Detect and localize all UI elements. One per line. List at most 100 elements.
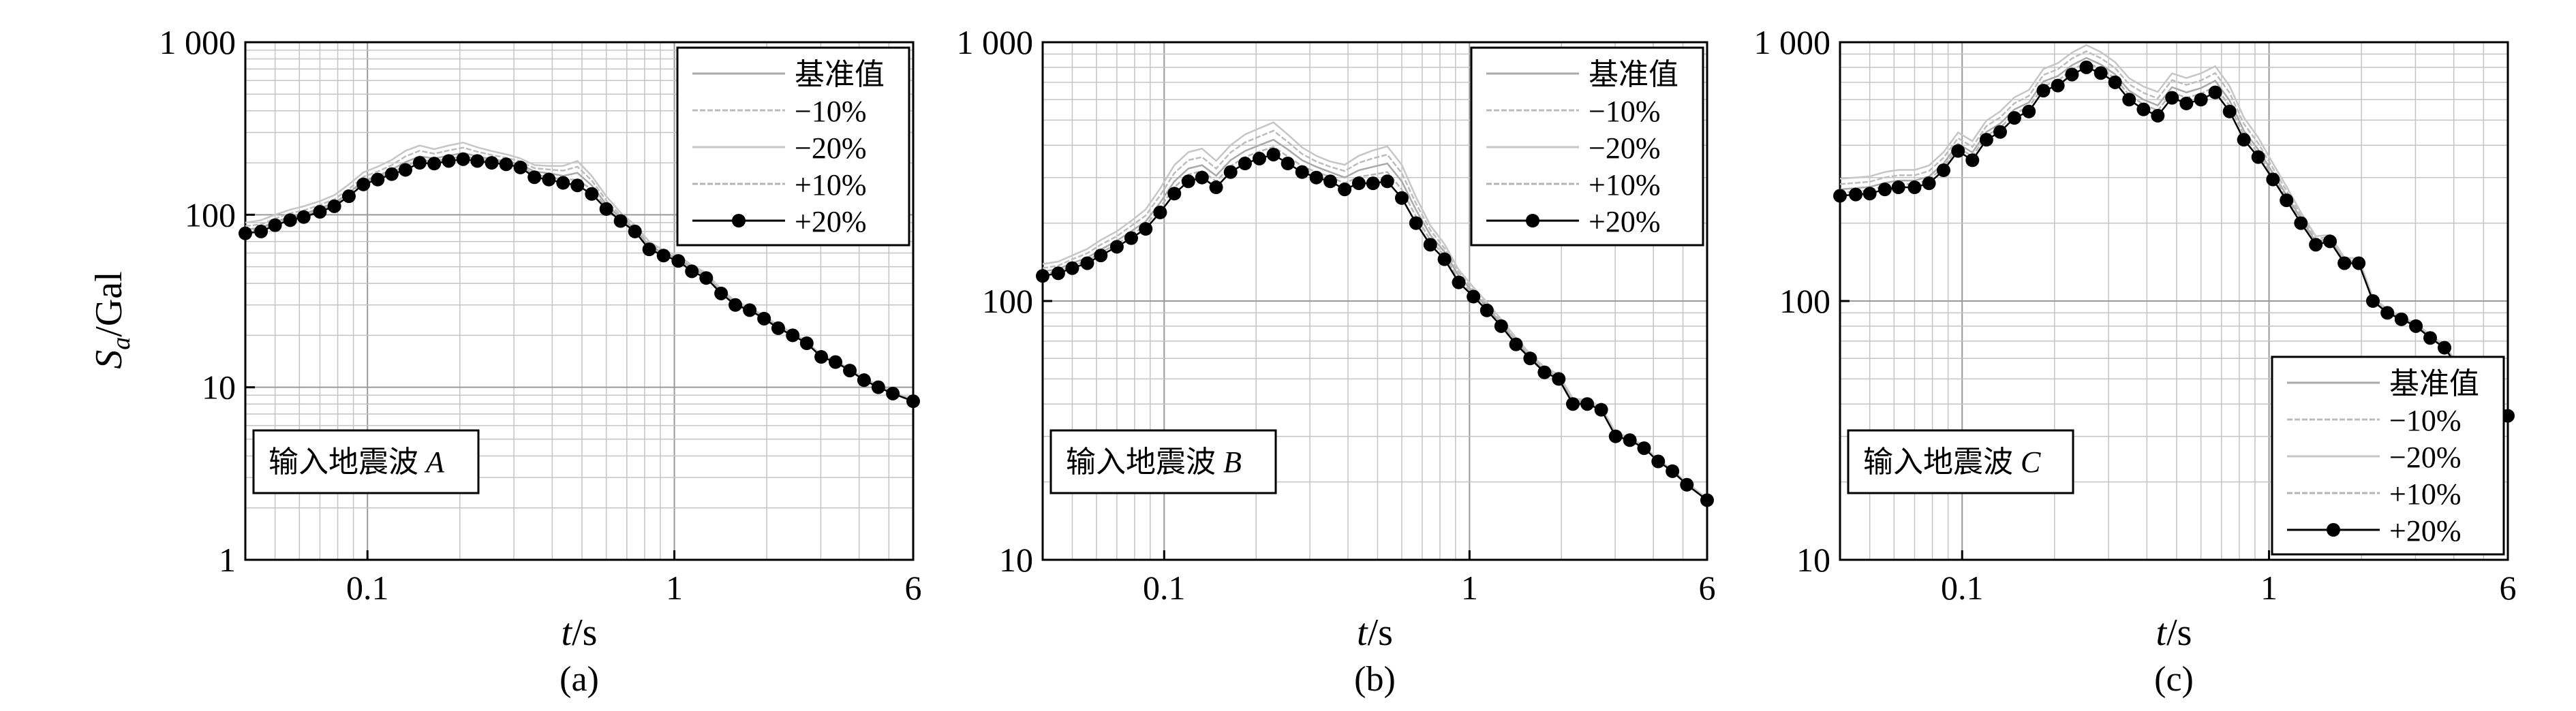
data-point	[1338, 183, 1352, 197]
x-axis-title-var: t	[1357, 612, 1368, 654]
data-point	[398, 163, 412, 177]
data-point	[527, 170, 542, 185]
legend-label: 基准值	[2389, 367, 2479, 400]
legend-label: +10%	[795, 168, 866, 202]
data-point	[1666, 464, 1680, 478]
data-point	[456, 152, 470, 166]
data-point	[1351, 176, 1366, 191]
legend-label: +20%	[2389, 514, 2461, 548]
data-point	[283, 213, 297, 227]
x-tick-label: 6	[1699, 569, 1716, 607]
data-point	[1979, 133, 1993, 147]
data-point	[542, 172, 556, 187]
legend-marker	[732, 214, 746, 227]
data-point	[2352, 256, 2366, 270]
data-point	[2036, 84, 2051, 98]
wave-label: 输入地震波 C	[1847, 429, 2074, 494]
data-point	[2022, 104, 2036, 118]
data-point	[1922, 176, 1936, 191]
data-point	[1109, 240, 1124, 254]
data-point	[341, 189, 356, 204]
y-axis-title-sub: a	[107, 337, 136, 350]
legend-marker	[2327, 523, 2340, 537]
data-point	[2007, 111, 2021, 125]
y-axis-title-unit: /Gal	[88, 271, 130, 336]
data-point	[1951, 144, 1965, 158]
data-point	[2051, 78, 2065, 93]
data-point	[585, 187, 599, 201]
x-tick-label: 1	[2260, 569, 2278, 607]
legend-label: +10%	[2389, 477, 2461, 511]
data-point	[296, 210, 311, 224]
data-point	[757, 311, 771, 326]
x-tick-label: 6	[2500, 569, 2517, 607]
data-point	[1252, 151, 1266, 165]
data-point	[1509, 337, 1523, 351]
legend-label: −10%	[795, 95, 866, 128]
data-point	[1065, 261, 1079, 275]
data-point	[2079, 60, 2094, 74]
data-point	[1907, 180, 1922, 195]
data-point	[1565, 397, 1580, 411]
data-point	[1965, 153, 1980, 168]
data-point	[799, 336, 814, 350]
x-axis-title-var: t	[562, 612, 573, 654]
data-point	[2309, 238, 2323, 252]
data-point	[1537, 365, 1552, 379]
panel-label: (b)	[1354, 660, 1396, 699]
data-point	[1409, 216, 1423, 230]
data-point	[671, 254, 686, 268]
data-point	[642, 242, 656, 257]
data-point	[442, 154, 456, 168]
data-point	[1936, 163, 1950, 178]
legend-label: −20%	[2389, 441, 2461, 474]
data-point	[1494, 319, 1508, 333]
data-point	[743, 303, 757, 317]
data-point	[2179, 96, 2194, 110]
data-point	[886, 386, 900, 400]
wave-label-text: 输入地震波 A	[269, 445, 445, 479]
y-tick-label: 100	[1779, 282, 1830, 320]
data-point	[570, 178, 585, 193]
data-point	[254, 224, 269, 238]
data-point	[513, 160, 527, 174]
wave-label-prefix: 输入地震波	[269, 445, 426, 479]
data-point	[2108, 75, 2122, 89]
legend-label: −10%	[1589, 95, 1660, 128]
data-point	[613, 214, 628, 228]
data-point	[1323, 174, 1338, 189]
data-point	[1680, 477, 1694, 492]
data-point	[1223, 165, 1238, 179]
data-point	[1209, 180, 1223, 195]
y-tick-label: 100	[185, 195, 236, 234]
panel-label: (a)	[559, 660, 599, 699]
legend-label: 基准值	[1589, 58, 1678, 91]
data-point	[485, 156, 499, 170]
x-tick-label: 1	[1461, 569, 1478, 607]
wave-label-text: 输入地震波 B	[1066, 445, 1242, 479]
data-point	[2222, 104, 2237, 118]
x-axis-title: t/s	[2156, 612, 2192, 654]
y-tick-label: 1 000	[957, 23, 1034, 61]
data-point	[1523, 351, 1537, 366]
data-point	[1036, 269, 1049, 283]
wave-label-prefix: 输入地震波	[1066, 445, 1223, 479]
data-point	[1195, 170, 1209, 185]
y-tick-label: 10	[1796, 541, 1830, 579]
data-point	[2438, 341, 2452, 355]
x-axis-title: t/s	[562, 612, 598, 654]
data-point	[599, 202, 613, 216]
data-point	[1700, 493, 1714, 507]
wave-label-box	[1049, 429, 1277, 494]
data-point	[1877, 183, 1892, 197]
data-point	[1580, 397, 1595, 411]
x-axis-title-unit: /s	[1368, 612, 1393, 654]
wave-label: 输入地震波 B	[1049, 429, 1277, 494]
data-point	[2380, 306, 2395, 320]
data-point	[239, 226, 252, 240]
data-point	[1309, 170, 1323, 185]
y-tick-label: 1 000	[159, 23, 236, 61]
data-point	[1167, 187, 1182, 201]
wave-label-letter: A	[424, 445, 445, 479]
